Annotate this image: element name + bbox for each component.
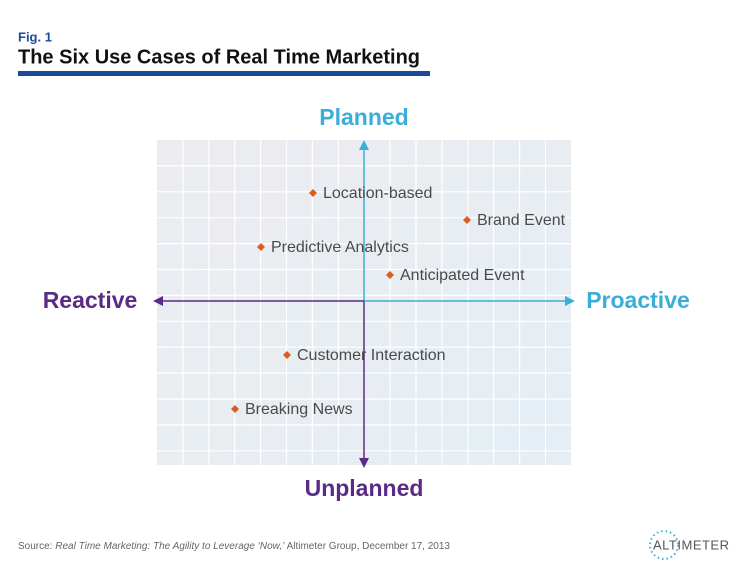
logo-mark xyxy=(649,530,679,560)
node-marker xyxy=(231,405,239,413)
node-marker xyxy=(283,351,291,359)
source-prefix: Source: xyxy=(18,541,55,552)
logo: ALTIMETER xyxy=(653,537,730,552)
source: Source: Real Time Marketing: The Agility… xyxy=(18,541,450,552)
nodes: Location-based Brand Event Predictive Anal… xyxy=(231,185,566,418)
source-rest: Altimeter Group, December 17, 2013 xyxy=(284,541,450,552)
fig-label: Fig. 1 xyxy=(18,29,52,44)
axis-label: Reactive xyxy=(43,287,138,313)
node-label: Customer Interaction xyxy=(297,347,446,364)
node-marker xyxy=(386,271,394,279)
title-rule xyxy=(18,71,430,76)
node-marker xyxy=(463,216,471,224)
axis-label: Proactive xyxy=(586,287,690,313)
source-work: Real Time Marketing: The Agility to Leve… xyxy=(55,541,285,552)
node-marker xyxy=(257,243,265,251)
node-label: Brand Event xyxy=(477,212,566,229)
title: The Six Use Cases of Real Time Marketing xyxy=(18,46,420,68)
axis-label: Unplanned xyxy=(305,475,424,501)
node-label: Location-based xyxy=(323,185,432,202)
node-label: Anticipated Event xyxy=(400,267,525,284)
node-marker xyxy=(309,189,317,197)
node-label: Predictive Analytics xyxy=(271,239,409,256)
axis-label: Planned xyxy=(319,104,408,130)
node-label: Breaking News xyxy=(245,401,353,418)
